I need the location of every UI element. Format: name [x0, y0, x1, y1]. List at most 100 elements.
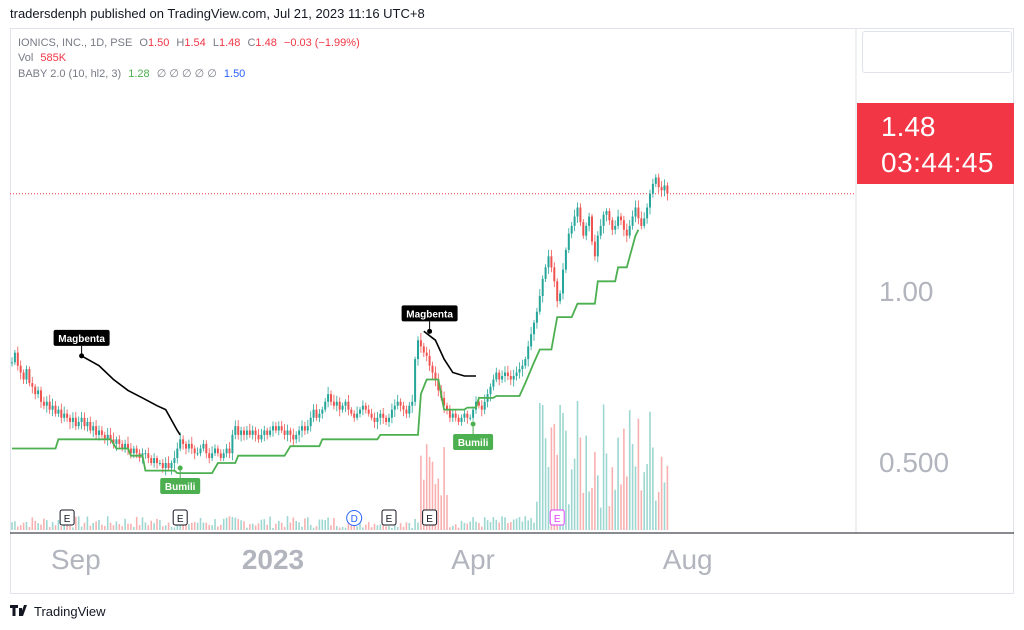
candle-body — [649, 193, 651, 208]
volume-bar — [338, 527, 341, 530]
volume-bar — [666, 465, 669, 530]
candle-body — [100, 430, 103, 435]
candle-body — [301, 426, 303, 431]
earnings-marker — [59, 509, 75, 526]
volume-bar — [63, 521, 65, 530]
tradingview-logo-icon — [10, 604, 30, 619]
volume-bar — [205, 522, 208, 530]
candle-body — [205, 443, 208, 454]
candle-body — [132, 448, 135, 454]
volume-bar — [237, 519, 239, 530]
volume-bar — [472, 517, 474, 530]
volume-bar — [396, 526, 399, 530]
candle-body — [190, 443, 193, 449]
candle-body — [541, 278, 544, 297]
volume-bar — [92, 522, 94, 530]
candle-body — [22, 372, 25, 380]
x-axis-tick-label: 2023 — [242, 544, 304, 575]
volume-bar — [498, 522, 500, 530]
volume-bar — [14, 521, 16, 530]
candle-body — [599, 225, 602, 236]
candle-body — [422, 346, 425, 353]
volume-bar — [156, 518, 158, 530]
candle-body — [347, 401, 350, 410]
candle-body — [515, 372, 518, 376]
candle-body — [388, 417, 390, 422]
volume-bar — [437, 478, 440, 530]
candle-body — [295, 434, 298, 440]
volume-bar — [292, 517, 295, 530]
volume-bar — [379, 524, 382, 530]
symbol-label: IONICS, INC., 1D, PSE — [18, 37, 133, 49]
candle-body — [666, 185, 669, 194]
volume-bar — [425, 444, 428, 530]
candle-body — [527, 346, 530, 360]
volume-bar — [573, 458, 576, 530]
candle-body — [419, 340, 422, 347]
candle-body — [338, 401, 341, 410]
volume-bar — [98, 519, 100, 530]
candle-body — [617, 216, 620, 226]
volume-bar — [504, 517, 506, 530]
volume-bar — [446, 495, 448, 530]
volume-bar — [553, 423, 556, 530]
top-right-box[interactable] — [862, 31, 1012, 73]
candle-body — [40, 390, 42, 402]
volume-bar — [324, 520, 326, 530]
volume-bar — [495, 519, 498, 530]
candle-body — [533, 322, 535, 335]
candle-body — [74, 417, 77, 427]
volume-bar — [623, 428, 625, 530]
volume-bar — [104, 525, 106, 530]
candle-body — [504, 372, 506, 376]
footer-brand[interactable]: TradingView — [10, 604, 106, 619]
candle-body — [640, 218, 643, 226]
candle-body — [231, 434, 234, 454]
candle-body — [402, 405, 405, 410]
volume-bar — [655, 500, 657, 530]
volume-bar — [663, 482, 666, 530]
volume-bar — [263, 519, 266, 530]
volume-bar — [550, 427, 553, 530]
indicator-name: BABY 2.0 (10, hl2, 3) — [18, 68, 122, 80]
candle-body — [86, 421, 89, 427]
volume-bar — [66, 522, 68, 530]
volume-bar — [411, 527, 413, 530]
indicator-legend: BABY 2.0 (10, hl2, 3) 1.28 ∅ ∅ ∅ ∅ ∅ 1.5… — [18, 67, 245, 80]
candle-body — [214, 448, 216, 454]
volume-bar — [640, 490, 643, 530]
high-value: 1.54 — [184, 37, 206, 49]
candle-body — [620, 216, 622, 221]
volume-bar — [118, 524, 121, 530]
candle-body — [431, 365, 434, 373]
volume-bar — [568, 504, 570, 530]
candle-body — [318, 413, 321, 418]
volume-bar — [344, 527, 347, 530]
volume-bar — [304, 518, 306, 530]
volume-bar — [222, 518, 225, 530]
volume-bar — [77, 516, 80, 530]
candle-body — [596, 235, 599, 257]
volume-bar — [89, 525, 92, 530]
candle-body — [405, 409, 408, 414]
candle-body — [538, 296, 541, 312]
volume-bar — [599, 507, 602, 530]
volume-bar — [402, 526, 405, 530]
volume-bar — [211, 525, 213, 530]
volume-bar — [17, 526, 19, 530]
volume-bar — [556, 454, 558, 530]
volume-bar — [25, 521, 28, 530]
candle-body — [309, 417, 312, 427]
volume-bar — [547, 466, 550, 530]
candle-body — [364, 405, 367, 410]
candle-body — [614, 225, 617, 230]
ohlc-legend: IONICS, INC., 1D, PSE O1.50 H1.54 L1.48 … — [18, 37, 360, 49]
volume-bar — [121, 526, 123, 530]
volume-bar — [367, 522, 370, 530]
candle-body — [216, 448, 219, 454]
candle-body — [193, 448, 196, 454]
candle-body — [263, 430, 266, 435]
candle-body — [477, 401, 480, 406]
candle-body — [312, 409, 315, 418]
